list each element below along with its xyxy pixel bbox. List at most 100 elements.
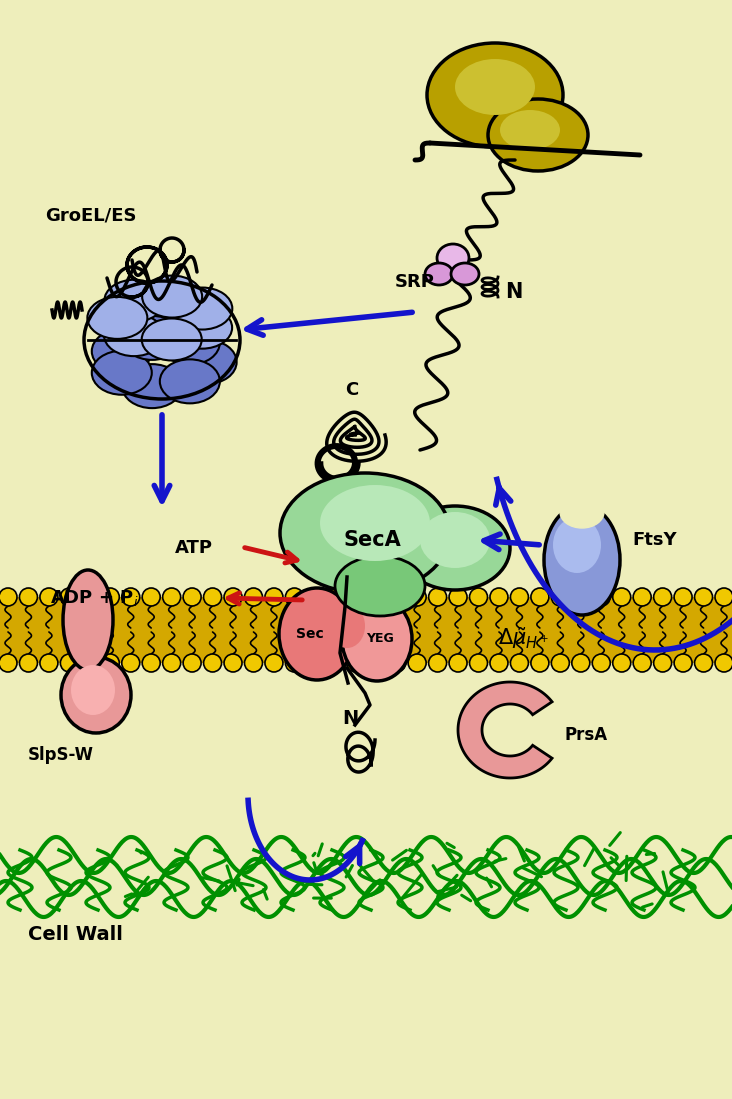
Ellipse shape	[122, 364, 182, 408]
Circle shape	[101, 654, 119, 671]
Ellipse shape	[160, 359, 220, 403]
Circle shape	[40, 588, 58, 606]
Circle shape	[101, 588, 119, 606]
Circle shape	[715, 654, 732, 671]
Text: SlpS-W: SlpS-W	[28, 746, 94, 764]
Circle shape	[285, 654, 303, 671]
Ellipse shape	[451, 263, 479, 285]
Ellipse shape	[142, 319, 202, 360]
Circle shape	[265, 654, 283, 671]
Circle shape	[592, 654, 610, 671]
Ellipse shape	[279, 588, 355, 680]
Circle shape	[490, 654, 508, 671]
Circle shape	[163, 654, 181, 671]
Circle shape	[654, 588, 672, 606]
Ellipse shape	[142, 276, 202, 318]
Ellipse shape	[71, 665, 115, 715]
Circle shape	[326, 588, 344, 606]
Ellipse shape	[105, 280, 165, 322]
Circle shape	[285, 588, 303, 606]
Circle shape	[469, 654, 488, 671]
Circle shape	[122, 654, 140, 671]
Circle shape	[20, 588, 37, 606]
Circle shape	[408, 588, 426, 606]
Ellipse shape	[92, 330, 152, 374]
Circle shape	[695, 654, 712, 671]
Circle shape	[244, 588, 263, 606]
Circle shape	[203, 654, 222, 671]
Circle shape	[388, 588, 406, 606]
Circle shape	[347, 588, 365, 606]
Circle shape	[203, 588, 222, 606]
Ellipse shape	[92, 351, 152, 395]
Ellipse shape	[425, 263, 453, 285]
Ellipse shape	[560, 496, 604, 528]
Ellipse shape	[329, 604, 365, 648]
Circle shape	[183, 588, 201, 606]
Circle shape	[572, 588, 590, 606]
Circle shape	[265, 588, 283, 606]
Circle shape	[163, 588, 181, 606]
Circle shape	[490, 588, 508, 606]
Circle shape	[122, 588, 140, 606]
Text: SRP: SRP	[395, 273, 435, 291]
Circle shape	[551, 654, 569, 671]
Ellipse shape	[320, 485, 430, 560]
Circle shape	[531, 588, 549, 606]
Text: N: N	[505, 282, 523, 302]
Circle shape	[408, 654, 426, 671]
Ellipse shape	[437, 244, 469, 271]
Circle shape	[367, 654, 385, 671]
Circle shape	[613, 654, 631, 671]
Ellipse shape	[172, 307, 232, 348]
Text: $\Delta\tilde{\mu}_{H^+}$: $\Delta\tilde{\mu}_{H^+}$	[498, 625, 549, 651]
Ellipse shape	[280, 473, 450, 593]
Ellipse shape	[104, 314, 164, 356]
Text: C: C	[345, 381, 358, 399]
Circle shape	[142, 588, 160, 606]
Circle shape	[81, 654, 99, 671]
Circle shape	[20, 654, 37, 671]
Circle shape	[633, 588, 651, 606]
Ellipse shape	[335, 556, 425, 617]
Bar	[0, 597, 732, 663]
Ellipse shape	[176, 340, 236, 384]
Text: ADP + P$_i$: ADP + P$_i$	[50, 588, 138, 608]
Circle shape	[429, 588, 447, 606]
Ellipse shape	[61, 657, 131, 733]
Text: GroEL/ES: GroEL/ES	[45, 206, 136, 224]
Text: PrsA: PrsA	[565, 726, 608, 744]
Circle shape	[613, 588, 631, 606]
Circle shape	[449, 588, 467, 606]
Circle shape	[244, 654, 263, 671]
Ellipse shape	[488, 99, 588, 171]
Circle shape	[654, 654, 672, 671]
Text: Cell Wall: Cell Wall	[28, 925, 123, 944]
Circle shape	[674, 588, 692, 606]
Ellipse shape	[420, 512, 490, 568]
Circle shape	[81, 588, 99, 606]
Ellipse shape	[342, 597, 412, 681]
Text: FtsY: FtsY	[632, 531, 676, 550]
Ellipse shape	[122, 315, 182, 359]
Circle shape	[551, 588, 569, 606]
Text: YEG: YEG	[366, 633, 394, 645]
Text: N: N	[342, 709, 358, 728]
Circle shape	[0, 654, 17, 671]
Circle shape	[510, 654, 529, 671]
Circle shape	[469, 588, 488, 606]
Circle shape	[572, 654, 590, 671]
Text: SecA: SecA	[343, 530, 401, 550]
Circle shape	[531, 654, 549, 671]
Ellipse shape	[63, 570, 113, 670]
Circle shape	[40, 654, 58, 671]
Circle shape	[695, 588, 712, 606]
Ellipse shape	[87, 297, 147, 338]
Circle shape	[183, 654, 201, 671]
Circle shape	[449, 654, 467, 671]
Circle shape	[674, 654, 692, 671]
Ellipse shape	[172, 288, 232, 330]
Circle shape	[224, 588, 242, 606]
Ellipse shape	[427, 43, 563, 147]
Circle shape	[326, 654, 344, 671]
